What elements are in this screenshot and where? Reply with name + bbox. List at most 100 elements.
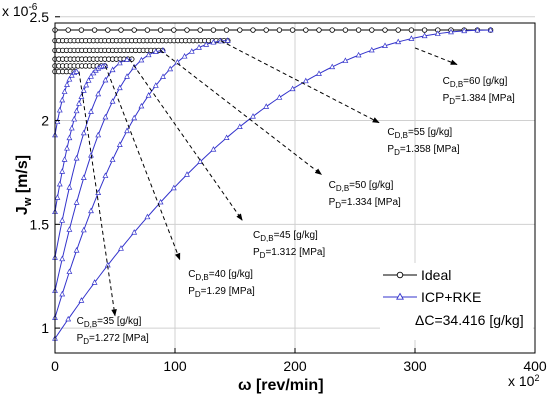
icp-point	[144, 213, 151, 220]
icp-point	[66, 226, 73, 232]
ideal-point	[131, 27, 137, 33]
icp-point	[59, 255, 66, 262]
ideal-point	[342, 27, 349, 33]
icp-point	[68, 124, 75, 131]
annotation-arrow	[78, 71, 117, 317]
ideal-point	[303, 27, 309, 33]
icp-point	[109, 156, 116, 162]
icp-point	[56, 180, 63, 187]
legend-note: ΔC=34.416 [g/kg]	[415, 312, 524, 328]
ideal-point	[210, 27, 217, 33]
ideal-point	[197, 27, 203, 33]
icp-point	[124, 56, 130, 62]
icp-point	[66, 134, 73, 141]
icp-point	[160, 73, 166, 79]
annotation-arrow	[414, 47, 458, 65]
icp-point	[102, 172, 109, 178]
x-tick-label: 400	[523, 358, 547, 374]
annotation-pressure: PD=1.272 [MPa]	[77, 333, 149, 346]
icp-point	[88, 207, 94, 214]
y-tick-label: 1	[41, 320, 49, 336]
icp-point	[368, 46, 375, 53]
ideal-point	[276, 27, 283, 33]
legend-box	[380, 263, 533, 340]
y-tick-label: 2	[41, 113, 49, 129]
icp-point	[73, 68, 80, 74]
legend-icp-label: ICP+RKE	[421, 289, 481, 305]
icp-point	[138, 102, 145, 109]
annotation-layer: CD,B=60 [g/kg] PD=1.384 [MPa] CD,B=55 [g/k…	[77, 40, 515, 346]
icp-point	[448, 28, 454, 35]
annotation-pressure: PD=1.29 [MPa]	[188, 286, 255, 299]
icp-point	[83, 81, 90, 88]
icp-point	[302, 77, 309, 84]
icp-point	[152, 82, 159, 88]
icp-point	[184, 171, 190, 177]
tick-layer: 0 100 200 300 400 1 1.5 2 2.5	[30, 9, 547, 374]
icp-point	[138, 56, 145, 63]
annotation-concentration: CD,B=55 [g/kg]	[387, 127, 452, 140]
icp-point	[145, 92, 152, 98]
annotation-concentration: CD,B=45 [g/kg]	[253, 230, 318, 243]
ideal-point	[223, 27, 230, 33]
icp-point	[196, 44, 202, 50]
grid	[55, 16, 535, 353]
ideal-point	[65, 27, 71, 33]
ideal-point	[78, 27, 85, 33]
ideal-point	[395, 27, 401, 33]
ideal-point	[144, 27, 151, 33]
icp-point	[73, 154, 80, 161]
ideal-point	[329, 27, 335, 33]
annotation-pressure: PD=1.384 [MPa]	[443, 93, 515, 106]
legend: Ideal ICP+RKE ΔC=34.416 [g/kg]	[380, 263, 533, 340]
icp-point	[88, 73, 94, 79]
icp-point	[102, 76, 109, 83]
icp-point	[95, 90, 102, 97]
icp-point	[59, 217, 66, 223]
icp-point	[210, 39, 217, 45]
icp-point	[124, 127, 130, 134]
icp-point	[316, 70, 322, 76]
ideal-point	[184, 27, 190, 33]
ideal-point	[421, 27, 428, 33]
icp-point	[59, 290, 66, 297]
icp-point	[91, 279, 98, 285]
x-tick-label: 200	[283, 358, 307, 374]
annotation-arrow	[220, 40, 380, 124]
icp-point	[88, 108, 94, 114]
icp-point	[181, 53, 188, 59]
y-multiplier: x 10-6	[2, 2, 38, 19]
icp-point	[487, 26, 494, 33]
icp-point	[54, 118, 61, 125]
icp-point	[109, 98, 116, 104]
icp-point	[197, 158, 204, 164]
icp-point	[116, 84, 123, 91]
icp-point	[210, 146, 217, 152]
icp-point	[236, 123, 243, 129]
icp-point	[157, 198, 164, 205]
icp-point	[116, 59, 123, 66]
icp-point	[329, 63, 336, 70]
icp-point	[342, 57, 349, 63]
icp-point	[289, 85, 296, 92]
annotation-pressure: PD=1.358 [MPa]	[387, 144, 459, 157]
ideal-point	[316, 27, 322, 33]
icp-point	[54, 194, 61, 200]
y-tick-label: 1.5	[30, 216, 50, 232]
icp-curve	[54, 29, 491, 339]
annotation-concentration: CD,B=60 [g/kg]	[443, 76, 508, 89]
icp-point	[474, 26, 481, 33]
icp-point	[421, 32, 428, 39]
icp-point	[355, 51, 362, 58]
annotation-pressure: PD=1.312 [MPa]	[253, 247, 325, 260]
legend-ideal-marker	[396, 271, 404, 279]
icp-point	[174, 58, 181, 65]
icp-point	[408, 35, 415, 41]
icp-point	[73, 247, 80, 253]
icp-point	[80, 129, 87, 136]
icp-point	[188, 48, 195, 54]
icp-point	[95, 131, 102, 138]
icp-point	[64, 81, 70, 87]
icp-point	[102, 62, 109, 69]
icp-point	[80, 226, 87, 233]
